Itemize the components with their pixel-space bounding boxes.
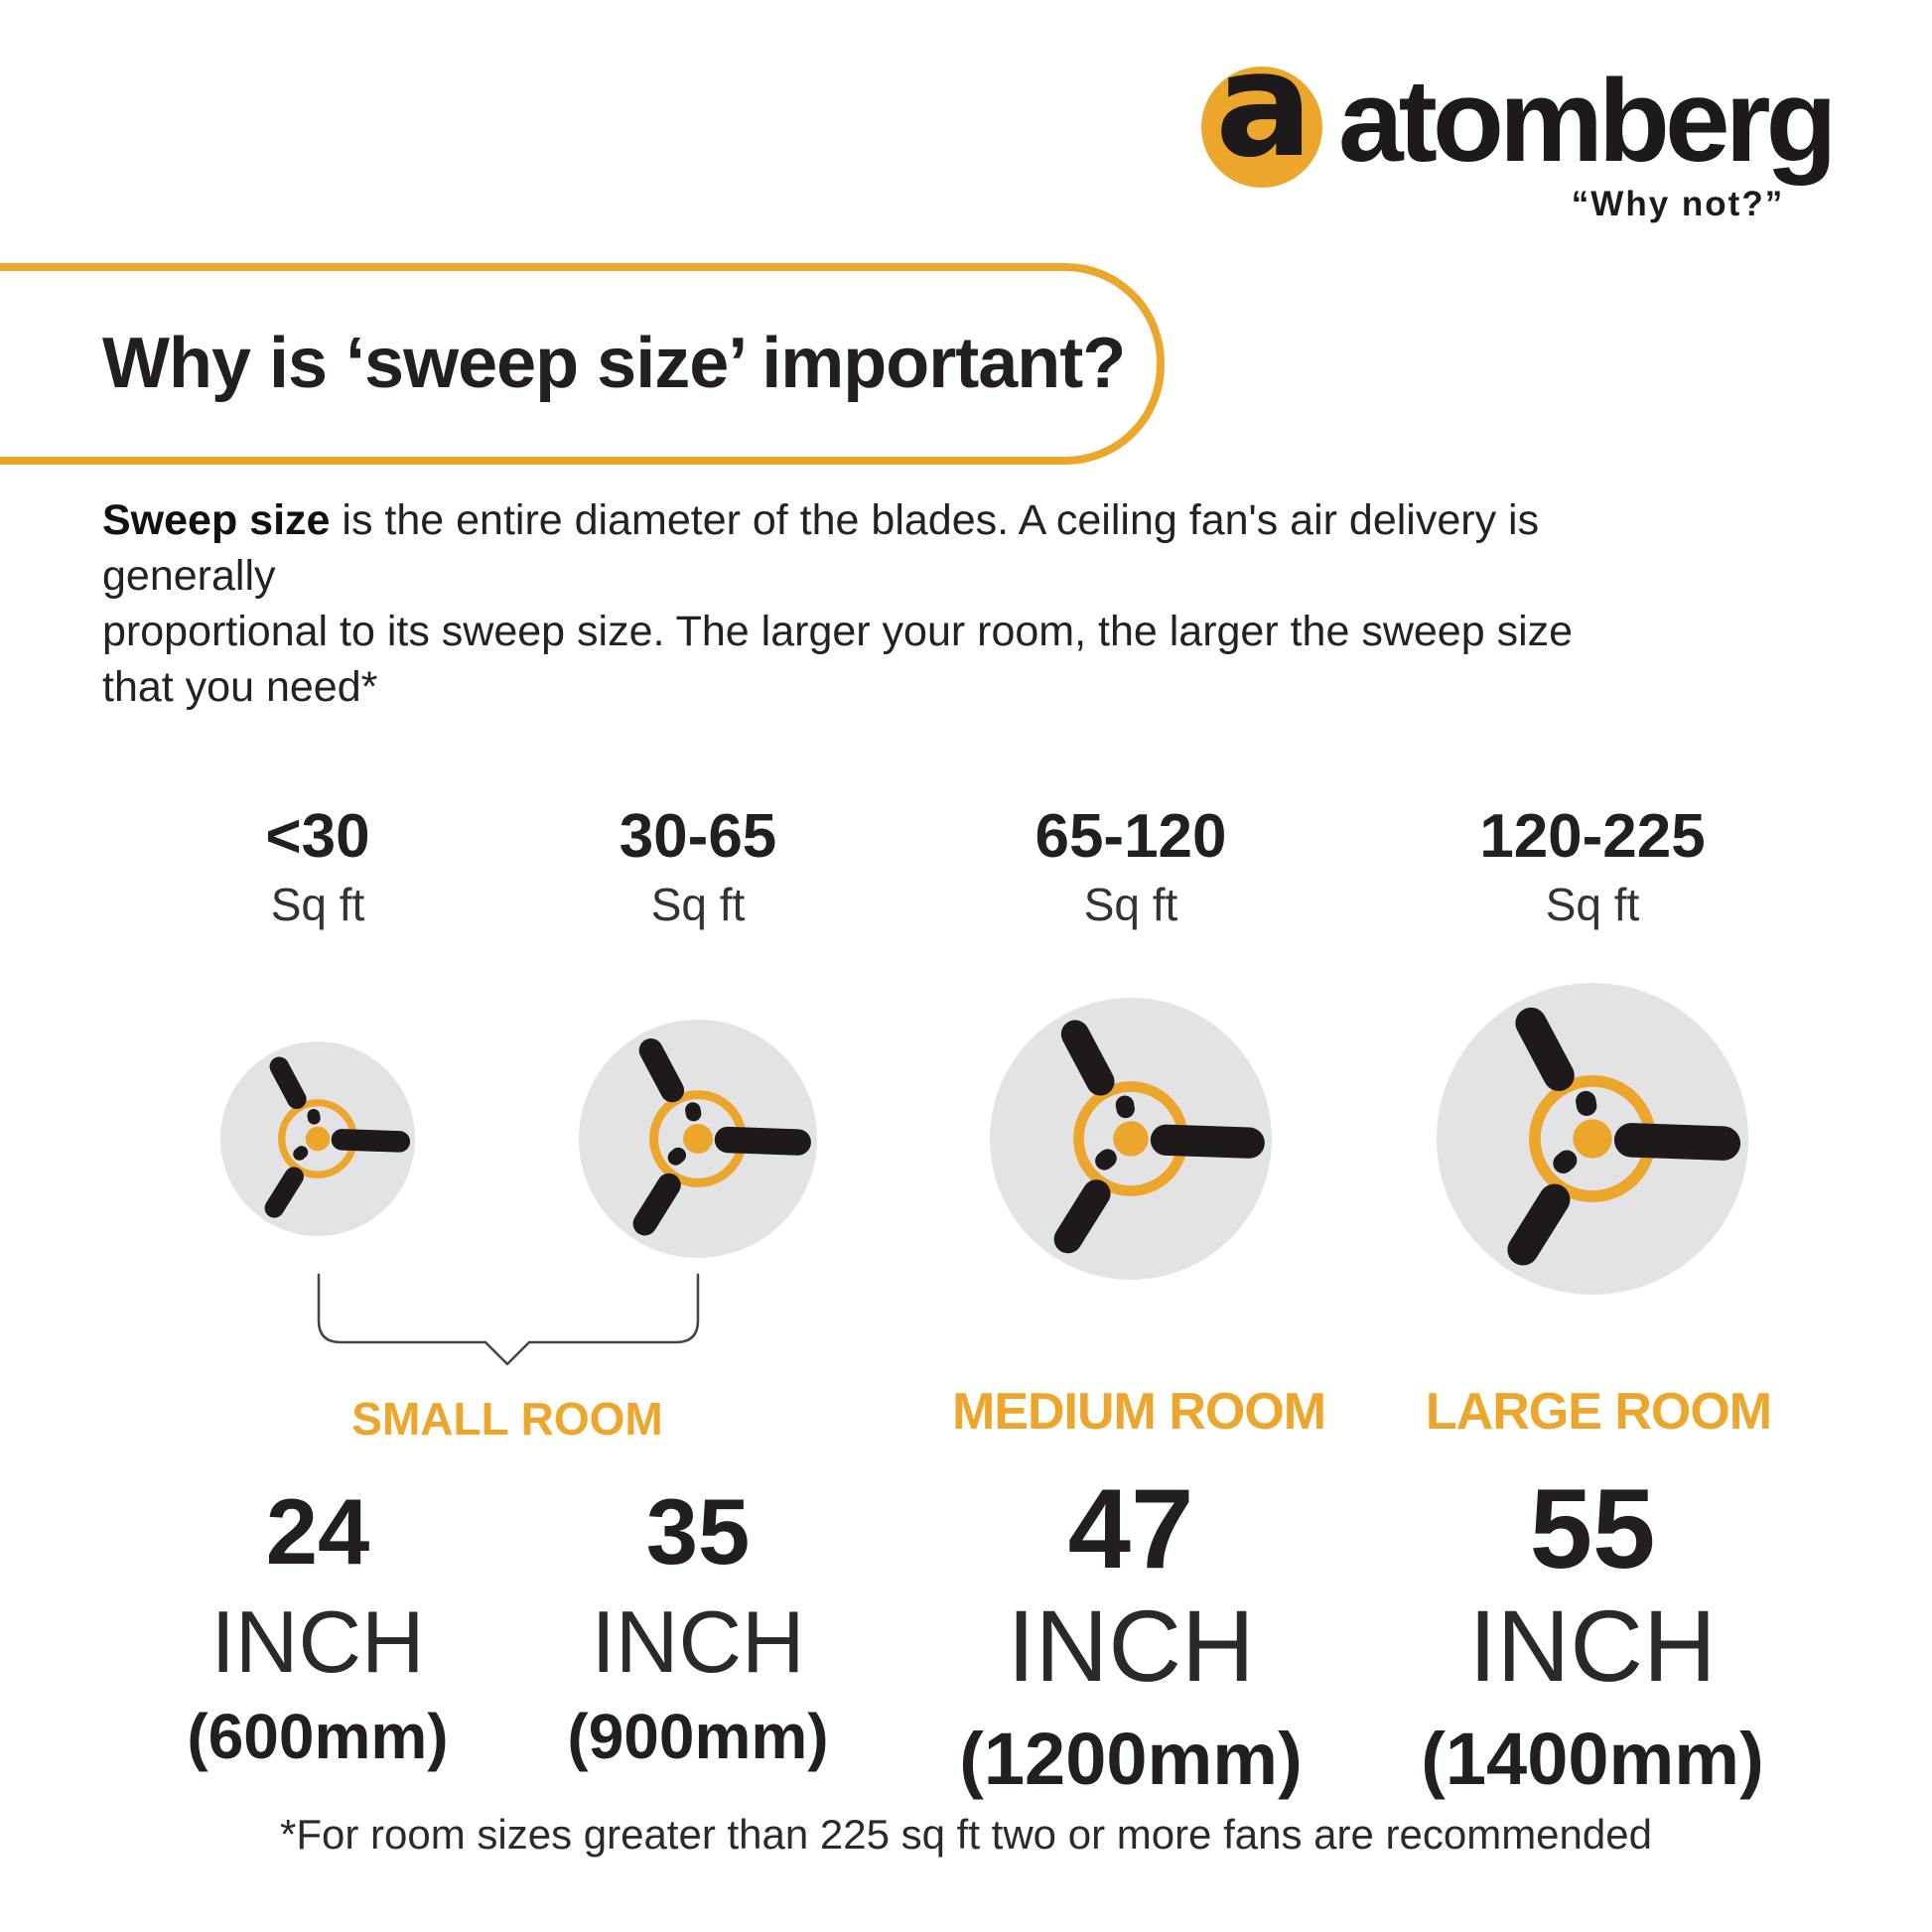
room-label-large: LARGE ROOM — [1425, 1383, 1772, 1441]
intro-line1: is the entire diameter of the blades. A … — [102, 496, 1540, 600]
area-header-col3: 65-120 Sq ft — [952, 802, 1310, 930]
ceiling-fan-icon-55-inch — [1437, 983, 1748, 1295]
logo-mark-letter: a — [1215, 21, 1313, 190]
page-title: Why is ‘sweep size’ important? — [102, 324, 1126, 403]
ceiling-fan-icon-47-inch — [990, 998, 1272, 1280]
sweep-mm-value: (900mm) — [567, 1701, 829, 1772]
brand-name: atomberg — [1338, 56, 1838, 187]
sweep-inch-value: 55 — [1529, 1466, 1656, 1592]
sweep-inch-unit: INCH — [1007, 1589, 1255, 1703]
area-unit: Sq ft — [1545, 879, 1640, 930]
intro-lead: Sweep size — [102, 496, 331, 544]
sweep-mm-value: (1400mm) — [1421, 1718, 1764, 1800]
area-unit: Sq ft — [270, 879, 365, 930]
intro-line2: proportional to its sweep size. The larg… — [102, 607, 1574, 711]
ceiling-fan-icon-35-inch — [579, 1020, 817, 1258]
area-header-col2: 30-65 Sq ft — [519, 802, 877, 930]
room-label-small: SMALL ROOM — [351, 1393, 663, 1445]
sweep-inch-unit: INCH — [1468, 1589, 1717, 1703]
sweep-inch-value: 35 — [645, 1479, 751, 1584]
small-room-bracket-icon — [317, 1273, 700, 1366]
brand-tagline: “Why not?” — [1571, 185, 1785, 223]
sweep-size-col4: 55 INCH (1400mm) — [1414, 1473, 1771, 1797]
room-label-medium: MEDIUM ROOM — [952, 1383, 1326, 1441]
sweep-inch-value: 24 — [265, 1479, 370, 1584]
area-range: 120-225 — [1479, 802, 1706, 871]
sweep-mm-value: (1200mm) — [959, 1718, 1303, 1800]
area-header-col4: 120-225 Sq ft — [1414, 802, 1771, 930]
area-range: 30-65 — [619, 802, 777, 871]
footnote-text: *For room sizes greater than 225 sq ft t… — [280, 1811, 1652, 1858]
area-range: <30 — [265, 802, 370, 871]
title-border-box — [0, 263, 1165, 465]
area-unit: Sq ft — [650, 879, 746, 930]
sweep-size-col1: 24 INCH (600mm) — [139, 1479, 496, 1772]
area-header-col1: <30 Sq ft — [139, 802, 496, 930]
ceiling-fan-icon-24-inch — [220, 1041, 415, 1236]
atomberg-logo-mark-icon: a — [1201, 33, 1322, 188]
sweep-inch-unit: INCH — [591, 1592, 805, 1691]
intro-text: Sweep size is the entire diameter of the… — [102, 493, 1591, 716]
atomberg-logo: a atomberg “Why not?” — [0, 0, 1932, 248]
sweep-size-col2: 35 INCH (900mm) — [519, 1479, 877, 1772]
area-range: 65-120 — [1035, 802, 1227, 871]
sweep-inch-value: 47 — [1067, 1466, 1194, 1592]
sweep-size-col3: 47 INCH (1200mm) — [952, 1473, 1310, 1797]
sweep-mm-value: (600mm) — [187, 1701, 449, 1772]
area-unit: Sq ft — [1083, 879, 1178, 930]
sweep-inch-unit: INCH — [210, 1592, 425, 1691]
